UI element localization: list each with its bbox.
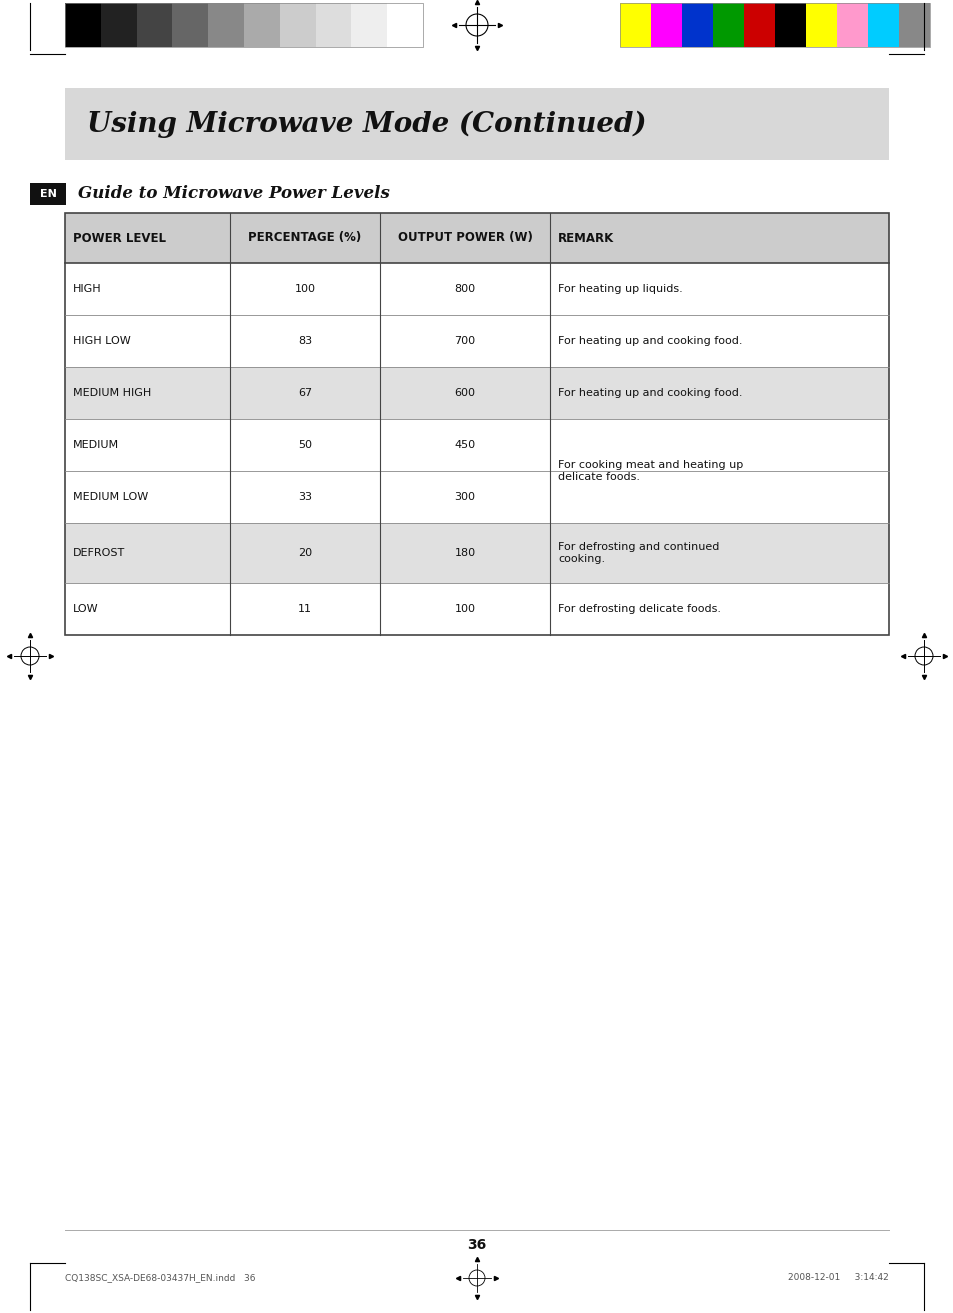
Bar <box>65 88 888 160</box>
Bar <box>379 368 550 419</box>
Bar <box>379 583 550 635</box>
Bar <box>379 263 550 315</box>
Bar <box>898 3 929 47</box>
Bar <box>230 523 379 583</box>
Text: For defrosting delicate foods.: For defrosting delicate foods. <box>558 604 720 614</box>
Bar <box>550 471 888 523</box>
Bar <box>65 315 230 368</box>
Bar <box>65 263 230 315</box>
Bar <box>65 471 230 523</box>
Text: 180: 180 <box>454 548 475 558</box>
Text: For heating up and cooking food.: For heating up and cooking food. <box>558 336 741 347</box>
Bar <box>65 583 230 635</box>
Text: CQ138SC_XSA-DE68-03437H_EN.indd   36: CQ138SC_XSA-DE68-03437H_EN.indd 36 <box>65 1274 255 1283</box>
Bar <box>244 3 279 47</box>
Bar <box>65 523 230 583</box>
Bar <box>743 3 774 47</box>
Text: 450: 450 <box>454 440 475 450</box>
Bar <box>279 3 315 47</box>
Bar <box>805 3 836 47</box>
Bar <box>208 3 244 47</box>
Bar <box>379 523 550 583</box>
Bar <box>379 315 550 368</box>
Text: For defrosting and continued
cooking.: For defrosting and continued cooking. <box>558 542 719 563</box>
Bar <box>65 368 230 419</box>
Bar <box>230 263 379 315</box>
Bar <box>315 3 351 47</box>
Text: 11: 11 <box>297 604 312 614</box>
Text: LOW: LOW <box>73 604 98 614</box>
Text: MEDIUM LOW: MEDIUM LOW <box>73 492 148 502</box>
Text: MEDIUM HIGH: MEDIUM HIGH <box>73 389 152 398</box>
Bar <box>619 3 929 47</box>
Text: 300: 300 <box>454 492 475 502</box>
Text: 83: 83 <box>297 336 312 347</box>
Text: 50: 50 <box>297 440 312 450</box>
Text: 100: 100 <box>294 284 315 294</box>
Bar <box>550 419 888 471</box>
Text: EN: EN <box>39 189 56 200</box>
Text: 33: 33 <box>297 492 312 502</box>
Text: 36: 36 <box>467 1238 486 1253</box>
Text: DEFROST: DEFROST <box>73 548 125 558</box>
Text: 600: 600 <box>454 389 475 398</box>
Bar <box>230 315 379 368</box>
Bar <box>387 3 422 47</box>
Bar <box>550 263 888 315</box>
Text: Guide to Microwave Power Levels: Guide to Microwave Power Levels <box>78 185 390 202</box>
Bar <box>65 419 230 471</box>
Text: 100: 100 <box>454 604 475 614</box>
Bar <box>681 3 712 47</box>
Text: Using Microwave Mode (Continued): Using Microwave Mode (Continued) <box>87 110 646 138</box>
Text: For heating up liquids.: For heating up liquids. <box>558 284 682 294</box>
Bar <box>230 419 379 471</box>
Bar <box>379 471 550 523</box>
Text: 2008-12-01     3:14:42: 2008-12-01 3:14:42 <box>787 1274 888 1283</box>
Bar <box>550 315 888 368</box>
Bar <box>379 419 550 471</box>
Text: 67: 67 <box>297 389 312 398</box>
Text: OUTPUT POWER (W): OUTPUT POWER (W) <box>397 231 532 244</box>
Bar <box>867 3 898 47</box>
Bar <box>550 368 888 419</box>
Text: POWER LEVEL: POWER LEVEL <box>73 231 166 244</box>
Bar <box>65 3 422 47</box>
Text: HIGH LOW: HIGH LOW <box>73 336 131 347</box>
Text: 20: 20 <box>297 548 312 558</box>
Bar <box>550 583 888 635</box>
Bar <box>65 213 888 635</box>
Text: REMARK: REMARK <box>558 231 614 244</box>
Bar <box>712 3 743 47</box>
Bar <box>619 3 650 47</box>
Bar <box>351 3 387 47</box>
Text: 800: 800 <box>454 284 475 294</box>
Text: MEDIUM: MEDIUM <box>73 440 119 450</box>
Bar <box>836 3 867 47</box>
Bar <box>774 3 805 47</box>
Text: PERCENTAGE (%): PERCENTAGE (%) <box>248 231 361 244</box>
Bar <box>172 3 208 47</box>
Bar <box>136 3 172 47</box>
Bar <box>230 368 379 419</box>
Bar <box>65 3 101 47</box>
Bar <box>65 213 888 263</box>
Bar <box>230 583 379 635</box>
Bar <box>650 3 681 47</box>
Bar <box>550 523 888 583</box>
Text: 700: 700 <box>454 336 475 347</box>
Text: For cooking meat and heating up
delicate foods.: For cooking meat and heating up delicate… <box>558 460 742 482</box>
Bar <box>230 471 379 523</box>
Bar <box>101 3 136 47</box>
Text: HIGH: HIGH <box>73 284 102 294</box>
Bar <box>30 183 66 205</box>
Text: For heating up and cooking food.: For heating up and cooking food. <box>558 389 741 398</box>
